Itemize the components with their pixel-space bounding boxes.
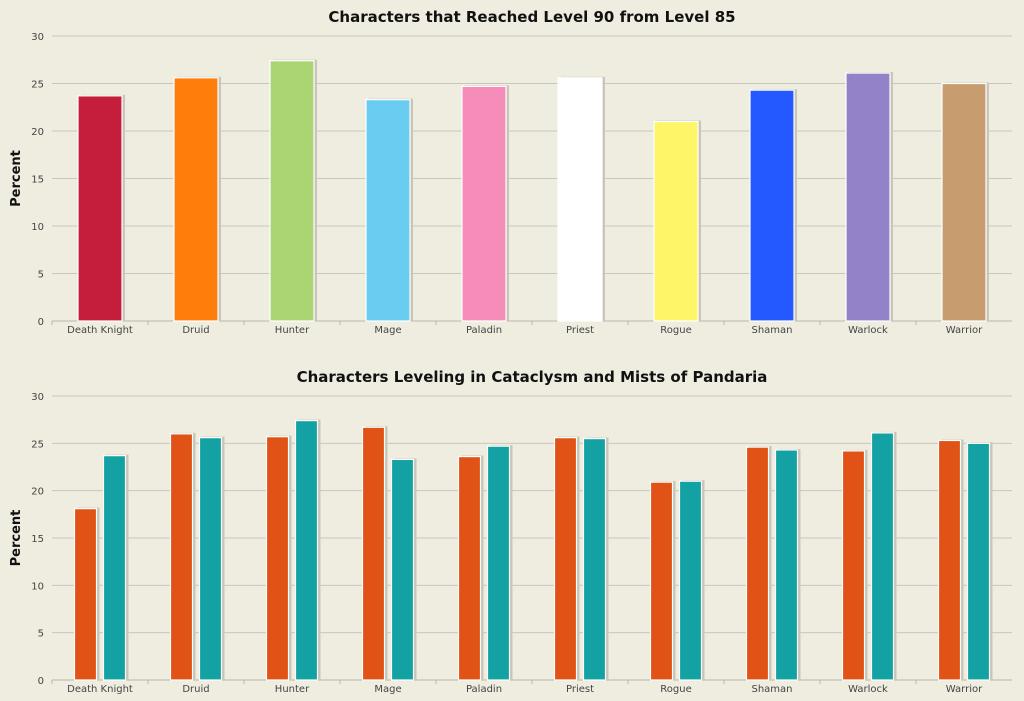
bar[interactable] (649, 481, 674, 681)
bar[interactable] (77, 95, 123, 322)
y-tick-label: 10 (31, 581, 44, 592)
x-tick-label: Priest (566, 684, 594, 695)
bar[interactable] (582, 438, 607, 681)
x-tick-label: Warrior (946, 325, 983, 336)
y-axis-title: Percent (9, 510, 24, 567)
x-tick-label: Druid (182, 684, 209, 695)
y-tick-label: 15 (31, 175, 44, 186)
y-tick-label: 0 (38, 676, 44, 687)
bar[interactable] (457, 455, 482, 681)
bar[interactable] (841, 450, 866, 681)
y-tick-label: 20 (31, 487, 44, 498)
x-tick-label: Death Knight (67, 325, 133, 336)
y-tick-label: 25 (31, 439, 44, 450)
y-tick-label: 30 (31, 392, 44, 403)
y-tick-label: 5 (38, 270, 44, 281)
bar[interactable] (678, 480, 703, 681)
x-tick-label: Rogue (660, 325, 691, 336)
x-tick-label: Druid (182, 325, 209, 336)
y-tick-label: 10 (31, 222, 44, 233)
x-tick-label: Mage (374, 325, 401, 336)
bar[interactable] (749, 89, 795, 322)
y-tick-label: 20 (31, 127, 44, 138)
bar[interactable] (73, 508, 98, 681)
bar[interactable] (269, 60, 315, 322)
bar[interactable] (461, 85, 507, 322)
bar[interactable] (745, 446, 770, 681)
bar[interactable] (870, 432, 895, 681)
x-tick-label: Warlock (848, 684, 888, 695)
bar[interactable] (557, 77, 603, 322)
bar[interactable] (486, 445, 511, 681)
chart-2: Characters Leveling in Cataclysm and Mis… (9, 368, 1012, 695)
y-tick-label: 5 (38, 629, 44, 640)
y-tick-label: 30 (31, 32, 44, 43)
bar[interactable] (966, 442, 991, 681)
bar[interactable] (265, 436, 290, 681)
chart-title: Characters that Reached Level 90 from Le… (328, 8, 735, 26)
y-tick-label: 15 (31, 534, 44, 545)
chart-title: Characters Leveling in Cataclysm and Mis… (297, 368, 768, 386)
bar[interactable] (845, 72, 891, 322)
x-tick-label: Hunter (275, 684, 310, 695)
x-tick-label: Paladin (466, 325, 502, 336)
y-tick-label: 25 (31, 80, 44, 91)
bar[interactable] (361, 426, 386, 681)
bar[interactable] (102, 455, 127, 681)
bar[interactable] (198, 437, 223, 681)
bar[interactable] (774, 449, 799, 681)
x-tick-label: Warrior (946, 684, 983, 695)
bar[interactable] (365, 99, 411, 322)
x-tick-label: Paladin (466, 684, 502, 695)
x-tick-label: Mage (374, 684, 401, 695)
x-tick-label: Warlock (848, 325, 888, 336)
y-axis-title: Percent (9, 150, 24, 207)
bar[interactable] (173, 77, 219, 322)
bar[interactable] (941, 82, 987, 322)
bar[interactable] (553, 437, 578, 681)
x-tick-label: Hunter (275, 325, 310, 336)
bar[interactable] (390, 458, 415, 681)
x-tick-label: Priest (566, 325, 594, 336)
bar[interactable] (294, 420, 319, 681)
x-tick-label: Shaman (751, 325, 792, 336)
chart-1: Characters that Reached Level 90 from Le… (9, 8, 1012, 336)
x-tick-label: Rogue (660, 684, 691, 695)
bar[interactable] (653, 120, 699, 322)
bar[interactable] (937, 439, 962, 681)
x-tick-label: Shaman (751, 684, 792, 695)
y-tick-label: 0 (38, 317, 44, 328)
x-tick-label: Death Knight (67, 684, 133, 695)
bar[interactable] (169, 433, 194, 681)
